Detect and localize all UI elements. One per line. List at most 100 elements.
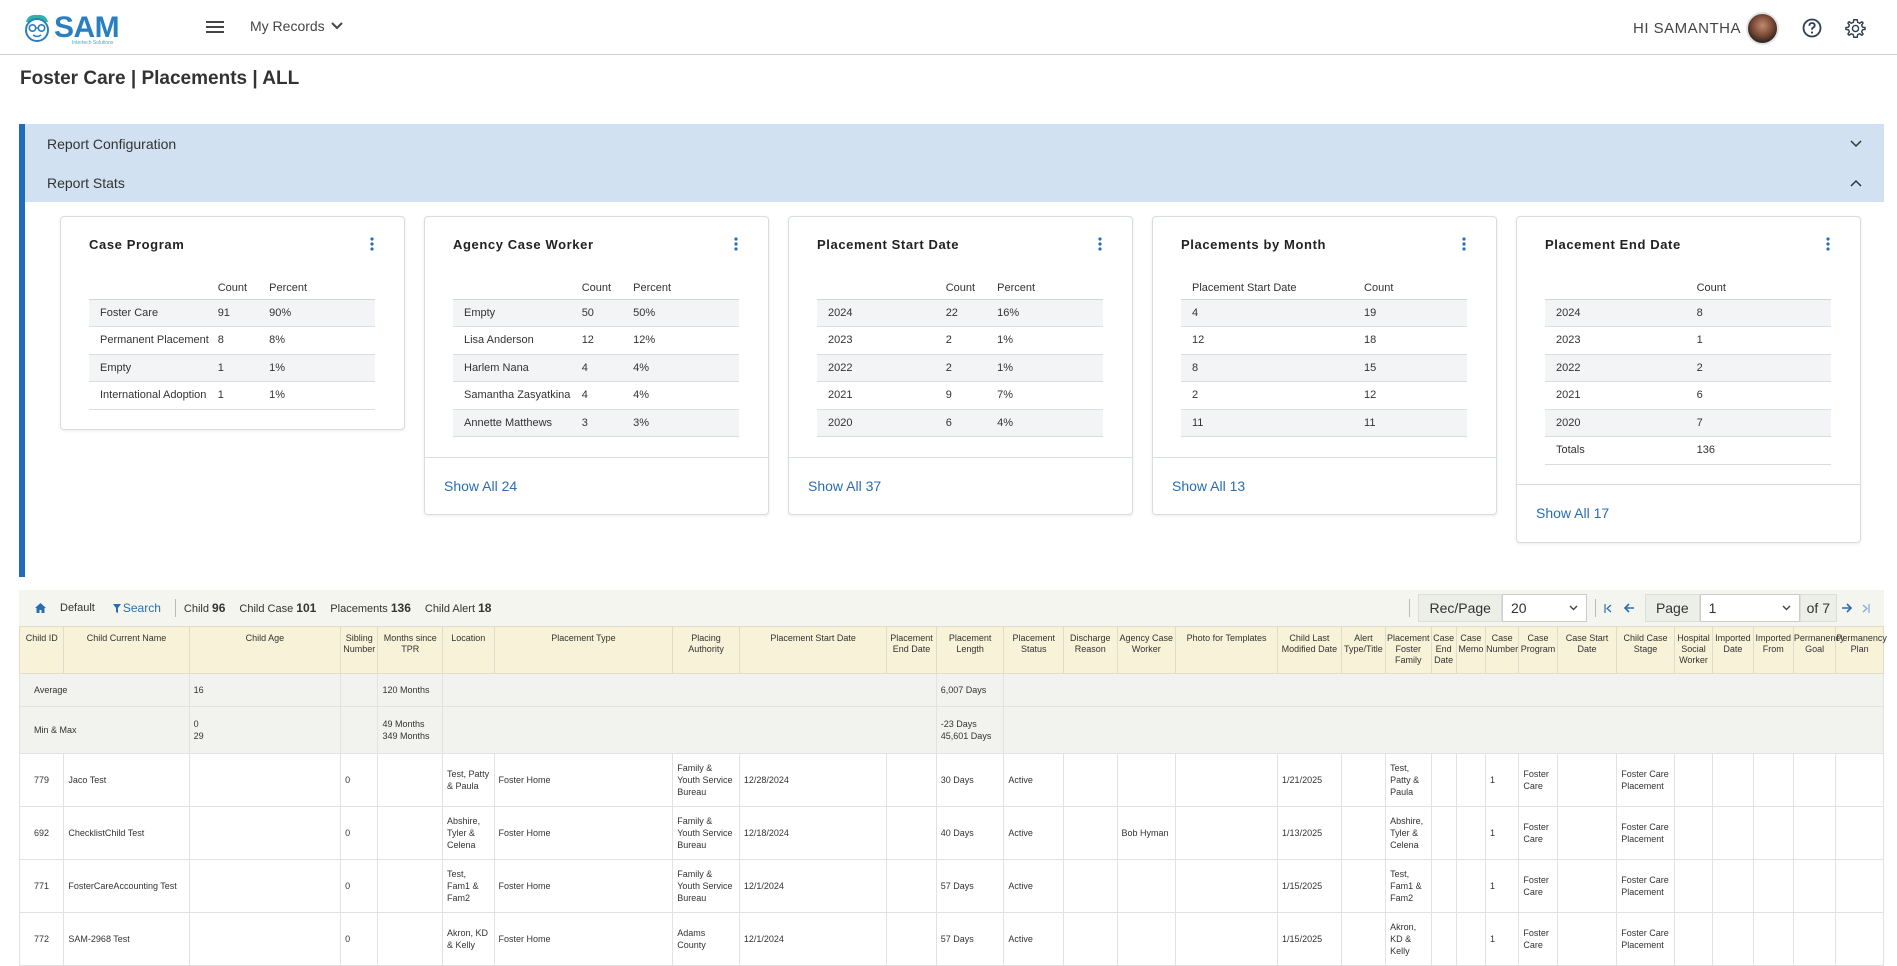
table-cell: Family & Youth Service Bureau	[672, 753, 740, 807]
column-header[interactable]: Case Start Date	[1556, 626, 1618, 674]
column-header[interactable]: Placement Start Date	[738, 626, 888, 674]
table-row[interactable]: 779 Jaco Test 0 Test, Patty & Paula Foster H…	[18, 753, 1884, 807]
table-cell	[1175, 753, 1279, 807]
column-header[interactable]: Imported Date	[1712, 626, 1754, 674]
stat-cell: 11	[1364, 409, 1467, 437]
show-all-link[interactable]: Show All 13	[1153, 456, 1496, 515]
rec-page-select[interactable]: 20	[1501, 594, 1587, 622]
report-stats-header[interactable]: Report Stats	[25, 163, 1884, 202]
stat-cell: 2022	[1545, 354, 1697, 382]
stat-row: 2021 9 7%	[817, 381, 1103, 410]
column-header[interactable]: Case End Date	[1430, 626, 1457, 674]
stat-cell: 2	[1181, 381, 1365, 410]
table-cell	[1556, 912, 1618, 966]
table-row[interactable]: 772 SAM-2968 Test 0 Akron, KD & Kelly Foster…	[18, 912, 1884, 966]
column-header[interactable]: Placement Status	[1003, 626, 1064, 674]
column-header[interactable]: Agency Case Worker	[1116, 626, 1177, 674]
show-all-link[interactable]: Show All 37	[789, 456, 1132, 515]
column-header[interactable]: Case Number	[1485, 626, 1520, 674]
show-all-link[interactable]: Show All 24	[425, 456, 768, 515]
table-row[interactable]: 771 FosterCareAccounting Test 0 Test, Fam1 …	[18, 859, 1884, 913]
table-cell: 40 Days	[935, 806, 1005, 860]
table-cell	[1792, 806, 1837, 860]
stat-cell: 1%	[269, 381, 375, 410]
table-cell	[1430, 753, 1457, 807]
empty-cell	[442, 706, 937, 754]
stat-cell: 50%	[633, 299, 739, 327]
column-header[interactable]: Hospital Social Worker	[1673, 626, 1714, 674]
default-view-button[interactable]: Default	[35, 602, 95, 614]
first-page-icon[interactable]	[1604, 603, 1612, 613]
column-header[interactable]: Child ID	[18, 626, 65, 674]
report-configuration-header[interactable]: Report Configuration	[25, 124, 1884, 163]
column-header[interactable]: Permanency Goal	[1792, 626, 1844, 674]
table-cell	[1455, 912, 1487, 966]
column-header[interactable]: Placement Foster Family	[1385, 626, 1432, 674]
stat-column-header: Count	[217, 277, 270, 300]
stat-cell: 8%	[269, 326, 375, 355]
hamburger-menu-icon[interactable]	[206, 19, 224, 35]
stat-table: Count 2024 8 2023 1 2022 2 2021 6 2020 7 Totals 136	[1545, 277, 1831, 465]
column-header[interactable]: Child Current Name	[63, 626, 190, 674]
table-cell: 1/13/2025	[1277, 806, 1342, 860]
table-cell: Test, Fam1 & Fam2	[1385, 859, 1432, 913]
column-header[interactable]: Placement End Date	[886, 626, 937, 674]
table-cell: Foster Home	[493, 912, 674, 966]
column-header[interactable]: Case Memo	[1455, 626, 1487, 674]
kebab-menu-icon[interactable]	[1462, 237, 1466, 251]
column-header[interactable]: Imported From	[1752, 626, 1794, 674]
previous-page-icon[interactable]	[1623, 603, 1635, 613]
user-greeting: HI SAMANTHA	[1633, 20, 1742, 37]
logo-face-icon	[25, 14, 49, 42]
report-configuration-label: Report Configuration	[47, 135, 177, 152]
column-header[interactable]: Permanency Plan	[1835, 626, 1887, 674]
average-tpr: 120 Months	[377, 673, 444, 707]
column-header[interactable]: Discharge Reason	[1062, 626, 1118, 674]
kebab-menu-icon[interactable]	[1098, 237, 1102, 251]
show-all-link[interactable]: Show All 17	[1517, 484, 1860, 542]
column-header[interactable]: Placing Authority	[672, 626, 740, 674]
home-icon	[35, 603, 46, 613]
kebab-menu-icon[interactable]	[734, 237, 738, 251]
stat-card: Placement Start Date Count Percent 2024 22 16…	[788, 216, 1133, 515]
page-select[interactable]: 1	[1699, 594, 1800, 622]
kebab-menu-icon[interactable]	[370, 237, 374, 251]
my-records-dropdown[interactable]: My Records	[250, 18, 343, 34]
kebab-menu-icon[interactable]	[1826, 237, 1830, 251]
page-value: 1	[1708, 600, 1717, 616]
length-min: -23 Days	[940, 719, 977, 729]
table-cell: 1/21/2025	[1277, 753, 1342, 807]
next-page-icon[interactable]	[1841, 603, 1852, 613]
stat-cell: 2020	[1545, 409, 1697, 437]
stat-cell: 1	[1696, 326, 1831, 355]
search-label: Search	[122, 601, 161, 615]
stat-cell: 6	[1696, 381, 1831, 410]
column-header[interactable]: Photo for Templates	[1175, 626, 1279, 674]
tpr-min: 49 Months	[382, 719, 425, 729]
table-cell: Foster Care Placement	[1616, 912, 1675, 966]
table-cell	[188, 753, 342, 807]
last-page-icon[interactable]	[1862, 603, 1870, 613]
avatar[interactable]	[1746, 12, 1779, 45]
stat-row: 2024 22 16%	[817, 299, 1103, 327]
help-icon[interactable]	[1802, 18, 1822, 38]
column-header[interactable]: Case Program	[1518, 626, 1558, 674]
logo[interactable]: SAM Intertech Solutions	[22, 12, 120, 46]
column-header[interactable]: Location	[442, 626, 495, 674]
column-header[interactable]: Child Age	[188, 626, 342, 674]
stat-cell: 18	[1364, 326, 1467, 355]
table-cell	[377, 806, 444, 860]
column-header[interactable]: Months since TPR	[377, 626, 444, 674]
search-button[interactable]: Search	[112, 601, 161, 615]
gear-icon[interactable]	[1845, 18, 1866, 39]
column-header[interactable]: Placement Type	[493, 626, 674, 674]
table-row[interactable]: 692 ChecklistChild Test 0 Abshire, Tyler & …	[18, 806, 1884, 860]
column-header[interactable]: Child Case Stage	[1616, 626, 1675, 674]
stat-cell: Permanent Placement	[89, 326, 218, 355]
column-header[interactable]: Placement Length	[935, 626, 1005, 674]
record-counts: Child 96 Child Case 101 Placements 136 Chil…	[184, 601, 492, 615]
column-header[interactable]: Sibling Number	[340, 626, 379, 674]
column-header[interactable]: Alert Type/Title	[1340, 626, 1387, 674]
length-max: 45,601 Days	[940, 731, 992, 741]
column-header[interactable]: Child Last Modified Date	[1277, 626, 1342, 674]
